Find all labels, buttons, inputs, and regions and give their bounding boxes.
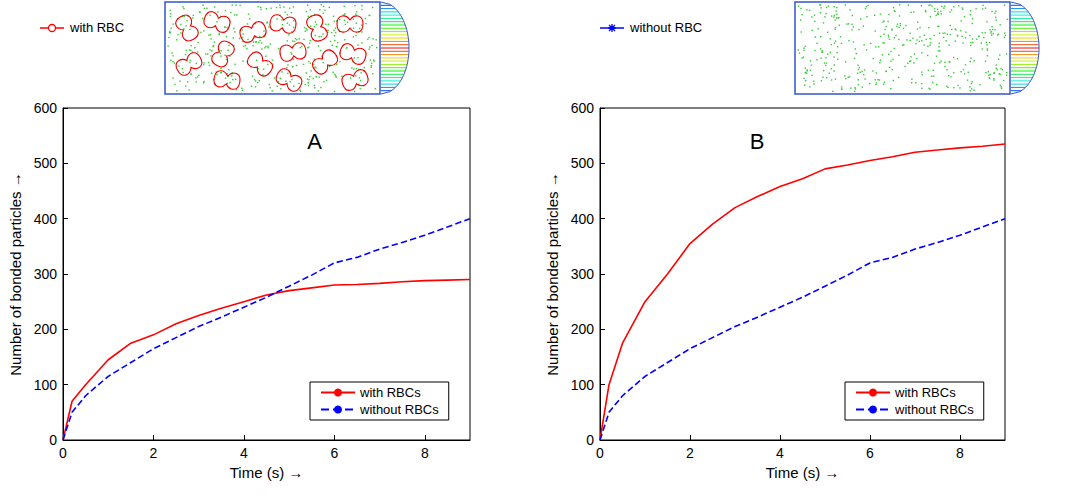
svg-text:100: 100 <box>571 377 595 393</box>
svg-text:200: 200 <box>571 321 595 337</box>
svg-text:400: 400 <box>571 211 595 227</box>
svg-text:4: 4 <box>776 445 784 461</box>
svg-text:600: 600 <box>571 100 595 116</box>
svg-text:Number of bonded particles →: Number of bonded particles → <box>544 172 561 375</box>
svg-text:without RBCs: without RBCs <box>359 402 439 417</box>
svg-text:with RBC: with RBC <box>69 20 124 35</box>
svg-text:0: 0 <box>59 445 67 461</box>
svg-text:300: 300 <box>571 266 595 282</box>
svg-text:100: 100 <box>34 377 58 393</box>
svg-text:200: 200 <box>34 321 58 337</box>
svg-text:6: 6 <box>866 445 874 461</box>
svg-text:500: 500 <box>571 155 595 171</box>
svg-text:Time (s) →: Time (s) → <box>230 464 304 481</box>
svg-text:0: 0 <box>596 445 604 461</box>
svg-text:with RBCs: with RBCs <box>359 385 421 400</box>
svg-text:A: A <box>307 129 322 154</box>
svg-text:8: 8 <box>421 445 429 461</box>
svg-text:with RBCs: with RBCs <box>894 385 956 400</box>
svg-text:0: 0 <box>49 432 57 448</box>
svg-text:400: 400 <box>34 211 58 227</box>
svg-text:600: 600 <box>34 100 58 116</box>
svg-text:300: 300 <box>34 266 58 282</box>
svg-text:Number of bonded particles →: Number of bonded particles → <box>7 172 24 375</box>
svg-text:2: 2 <box>686 445 694 461</box>
svg-text:4: 4 <box>240 445 248 461</box>
svg-text:6: 6 <box>330 445 338 461</box>
svg-text:without RBC: without RBC <box>629 20 702 35</box>
svg-text:without RBCs: without RBCs <box>894 402 974 417</box>
svg-text:0: 0 <box>586 432 594 448</box>
svg-text:500: 500 <box>34 155 58 171</box>
svg-text:2: 2 <box>150 445 158 461</box>
svg-text:Time (s) →: Time (s) → <box>766 464 840 481</box>
svg-text:B: B <box>750 129 765 154</box>
svg-text:8: 8 <box>956 445 964 461</box>
